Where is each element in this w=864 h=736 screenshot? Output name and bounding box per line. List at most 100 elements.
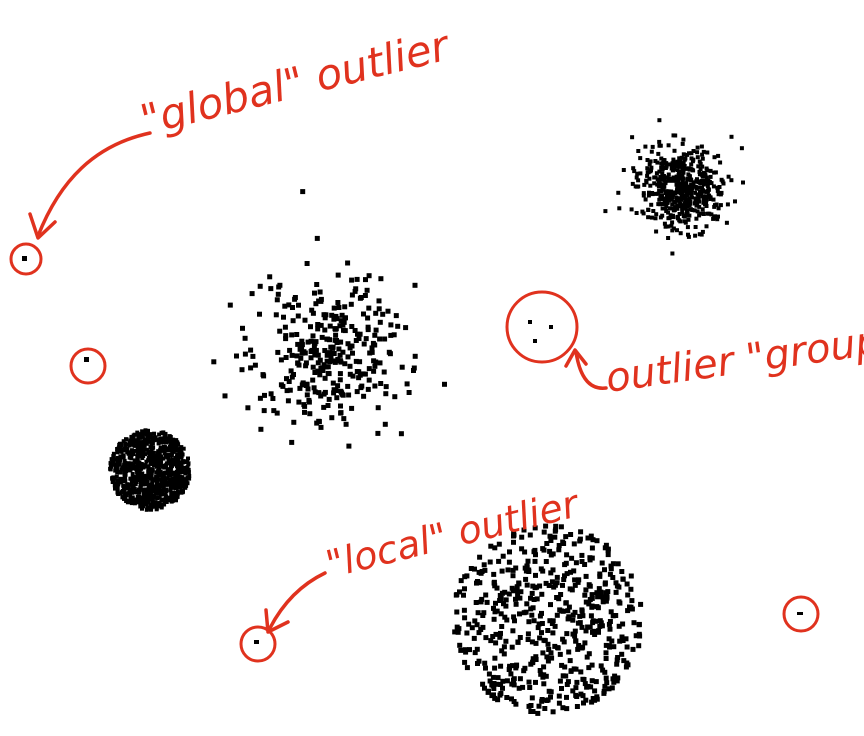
scatter-point bbox=[705, 180, 709, 185]
scatter-point bbox=[530, 656, 536, 662]
scatter-point bbox=[570, 631, 576, 637]
scatter-point bbox=[558, 524, 564, 530]
scatter-point bbox=[398, 431, 404, 437]
scatter-point bbox=[545, 697, 551, 703]
outlier-bottom-right-circle bbox=[782, 595, 820, 633]
scatter-point bbox=[543, 523, 549, 529]
scatter-point bbox=[664, 161, 669, 166]
scatter-point bbox=[273, 312, 279, 318]
scatter-point bbox=[539, 630, 544, 636]
scatter-point bbox=[548, 552, 554, 558]
scatter-point bbox=[631, 620, 637, 626]
scatter-point bbox=[552, 582, 558, 588]
scatter-point bbox=[588, 533, 594, 539]
scatter-point bbox=[497, 598, 503, 603]
scatter-point bbox=[111, 454, 116, 459]
scatter-point bbox=[146, 455, 151, 460]
scatter-point bbox=[481, 610, 487, 616]
scatter-point bbox=[362, 293, 368, 298]
scatter-point bbox=[705, 211, 710, 216]
scatter-point bbox=[132, 487, 137, 491]
scatter-point bbox=[261, 408, 267, 414]
scatter-point bbox=[491, 616, 497, 622]
scatter-point bbox=[462, 647, 468, 653]
scatter-point bbox=[282, 303, 288, 309]
scatter-point bbox=[184, 467, 189, 472]
scatter-point bbox=[163, 445, 168, 450]
scatter-point bbox=[135, 455, 140, 460]
scatter-point bbox=[617, 206, 622, 211]
scatter-point bbox=[286, 379, 292, 384]
scatter-point bbox=[144, 474, 149, 479]
scatter-point bbox=[137, 494, 141, 499]
scatter-point bbox=[472, 618, 478, 624]
scatter-point bbox=[525, 631, 531, 637]
scatter-point bbox=[657, 188, 662, 193]
scatter-point bbox=[468, 566, 474, 571]
scatter-point bbox=[161, 492, 166, 497]
scatter-point bbox=[146, 435, 150, 440]
scatter-point bbox=[695, 150, 700, 155]
scatter-point bbox=[145, 428, 150, 433]
scatter-point bbox=[411, 365, 417, 371]
scatter-point bbox=[513, 596, 518, 602]
scatter-point bbox=[701, 197, 706, 202]
scatter-point bbox=[132, 497, 137, 502]
scatter-point bbox=[304, 383, 309, 388]
scatter-point bbox=[150, 468, 155, 473]
scatter-point bbox=[187, 474, 192, 478]
scatter-point bbox=[377, 319, 383, 325]
scatter-point bbox=[158, 469, 163, 474]
scatter-point bbox=[334, 316, 340, 322]
scatter-point bbox=[549, 655, 555, 661]
scatter-point bbox=[267, 274, 273, 280]
scatter-point bbox=[494, 681, 500, 687]
scatter-point bbox=[539, 610, 544, 616]
scatter-point bbox=[477, 554, 483, 560]
scatter-point bbox=[179, 454, 184, 459]
scatter-point bbox=[257, 311, 262, 317]
scatter-point bbox=[142, 443, 147, 448]
scatter-point bbox=[324, 352, 330, 358]
scatter-point bbox=[180, 465, 185, 470]
scatter-point bbox=[666, 178, 671, 183]
scatter-point bbox=[497, 633, 503, 639]
scatter-point bbox=[561, 577, 567, 582]
scatter-point bbox=[372, 363, 378, 369]
scatter-point bbox=[457, 642, 463, 648]
scatter-point bbox=[168, 460, 173, 465]
scatter-point bbox=[129, 461, 134, 466]
scatter-point bbox=[716, 192, 721, 197]
scatter-point bbox=[525, 637, 531, 642]
scatter-point bbox=[659, 156, 664, 161]
scatter-point bbox=[689, 182, 694, 187]
scatter-point bbox=[177, 460, 182, 465]
scatter-point bbox=[289, 439, 295, 445]
scatter-point bbox=[523, 568, 529, 574]
scatter-point bbox=[703, 172, 708, 177]
scatter-point bbox=[348, 301, 354, 307]
scatter-point bbox=[157, 461, 162, 466]
scatter-point bbox=[701, 211, 706, 216]
scatter-point bbox=[162, 438, 166, 443]
scatter-point bbox=[587, 624, 593, 630]
scatter-point bbox=[655, 160, 660, 165]
scatter-point bbox=[110, 458, 115, 463]
scatter-point bbox=[493, 600, 498, 606]
scatter-point bbox=[319, 334, 325, 340]
scatter-point bbox=[393, 313, 399, 319]
scatter-point bbox=[481, 562, 487, 568]
scatter-point bbox=[504, 678, 510, 684]
scatter-point bbox=[369, 345, 375, 351]
scatter-point bbox=[624, 644, 630, 650]
scatter-point bbox=[556, 547, 562, 553]
scatter-point bbox=[522, 549, 528, 555]
scatter-point bbox=[641, 193, 646, 198]
scatter-point bbox=[164, 500, 169, 504]
scatter-point bbox=[592, 688, 598, 694]
scatter-point bbox=[277, 328, 283, 334]
scatter-point bbox=[660, 161, 665, 166]
scatter-point bbox=[511, 587, 517, 593]
scatter-point bbox=[295, 341, 301, 347]
scatter-point bbox=[358, 295, 364, 300]
